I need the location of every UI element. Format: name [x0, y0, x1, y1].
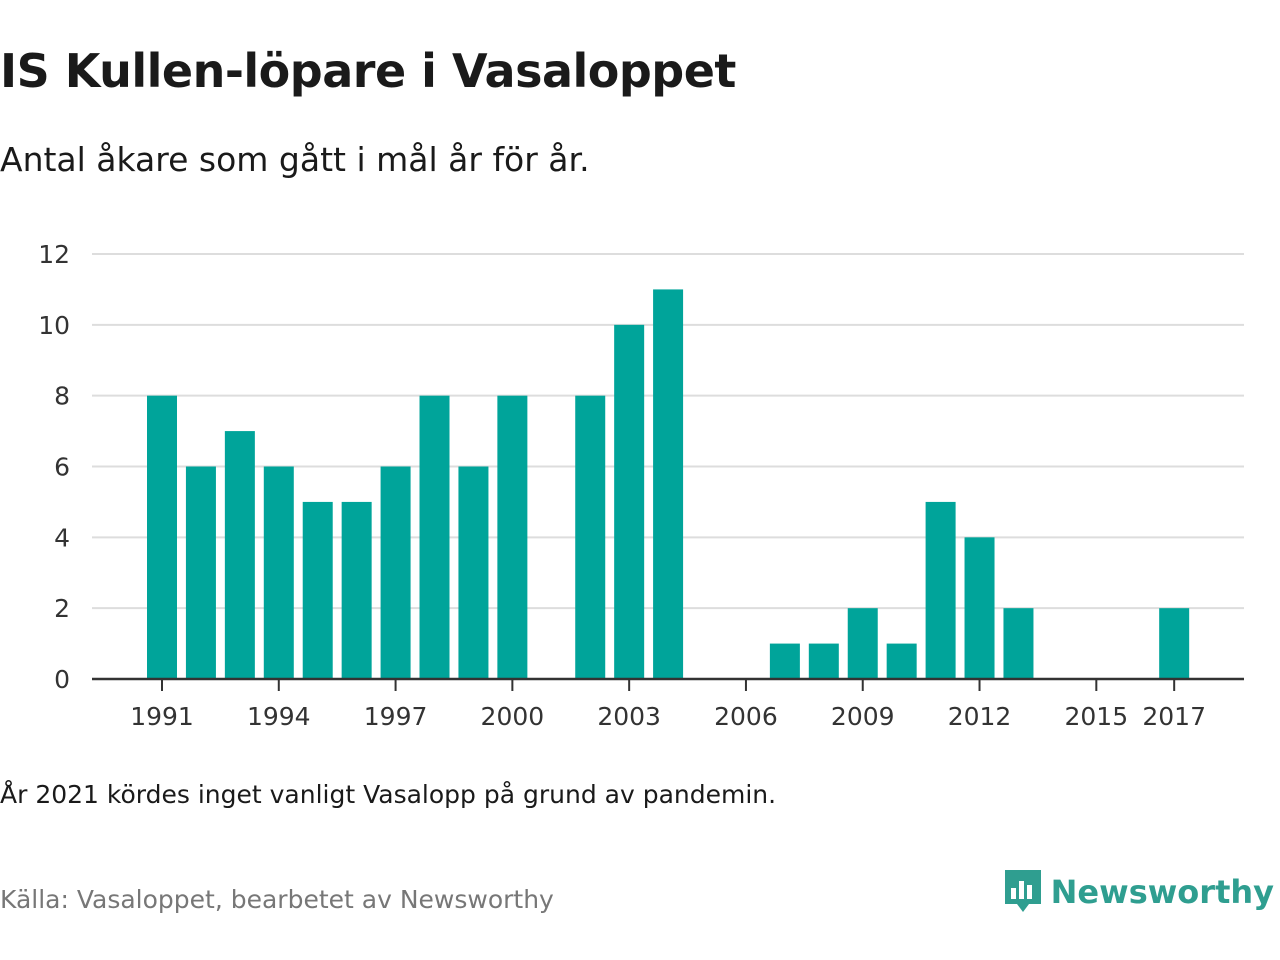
y-tick-label: 2 — [54, 594, 70, 623]
newsworthy-wordmark: Newsworthy — [1050, 873, 1274, 911]
x-tick-label: 2017 — [1142, 702, 1206, 731]
bar-2000[interactable] — [497, 395, 528, 679]
chart-subtitle: Antal åkare som gått i mål år för år. — [0, 140, 590, 179]
bar-2008[interactable] — [808, 643, 839, 679]
x-tick-label: 2012 — [948, 702, 1012, 731]
bar-1993[interactable] — [224, 431, 255, 679]
source-credit: Källa: Vasaloppet, bearbetet av Newswort… — [0, 885, 554, 914]
x-tick-label: 2000 — [481, 702, 545, 731]
y-tick-label: 6 — [54, 453, 70, 482]
bar-2012[interactable] — [964, 537, 995, 679]
bar-2003[interactable] — [614, 324, 645, 679]
bar-1998[interactable] — [419, 395, 450, 679]
bar-2004[interactable] — [653, 289, 684, 679]
newsworthy-logo-icon — [1004, 870, 1041, 912]
bar-2011[interactable] — [925, 501, 956, 679]
newsworthy-brand[interactable]: Newsworthy — [1003, 868, 1274, 916]
y-tick-label: 0 — [54, 665, 70, 694]
bar-chart: 0 2 4 6 8 10 12 1991 1994 1997 2000 2003 2006 2009 201… — [38, 240, 1244, 731]
axes: 0 2 4 6 8 10 12 1991 1994 1997 2000 2003 2006 2009 201… — [38, 240, 1244, 731]
bar-2017[interactable] — [1159, 608, 1190, 679]
x-tick-label: 1994 — [247, 702, 311, 731]
bar-2002[interactable] — [575, 395, 606, 679]
x-tick-label: 1991 — [130, 702, 194, 731]
bar-2010[interactable] — [886, 643, 917, 679]
bar-1995[interactable] — [302, 501, 333, 679]
x-tick-label: 2006 — [714, 702, 778, 731]
y-tick-label: 4 — [54, 523, 70, 552]
bar-1992[interactable] — [185, 466, 216, 680]
y-tick-label: 12 — [38, 240, 70, 269]
y-tick-label: 8 — [54, 382, 70, 411]
x-tick-label: 2003 — [597, 702, 661, 731]
bar-1991[interactable] — [147, 395, 177, 679]
bar-2007[interactable] — [769, 643, 800, 679]
x-tick-label: 2015 — [1065, 702, 1129, 731]
footnote: År 2021 kördes inget vanligt Vasalopp på… — [0, 780, 777, 809]
chart-title: IS Kullen-löpare i Vasaloppet — [0, 44, 736, 98]
bar-2009[interactable] — [847, 608, 878, 679]
y-tick-label: 10 — [38, 311, 70, 340]
bars — [147, 289, 1190, 680]
bar-1999[interactable] — [458, 466, 489, 680]
bar-1994[interactable] — [263, 466, 294, 680]
bar-1997[interactable] — [380, 466, 411, 680]
bar-2013[interactable] — [1003, 608, 1034, 679]
bar-1996[interactable] — [341, 501, 372, 679]
x-tick-label: 2009 — [831, 702, 895, 731]
x-tick-label: 1997 — [364, 702, 428, 731]
